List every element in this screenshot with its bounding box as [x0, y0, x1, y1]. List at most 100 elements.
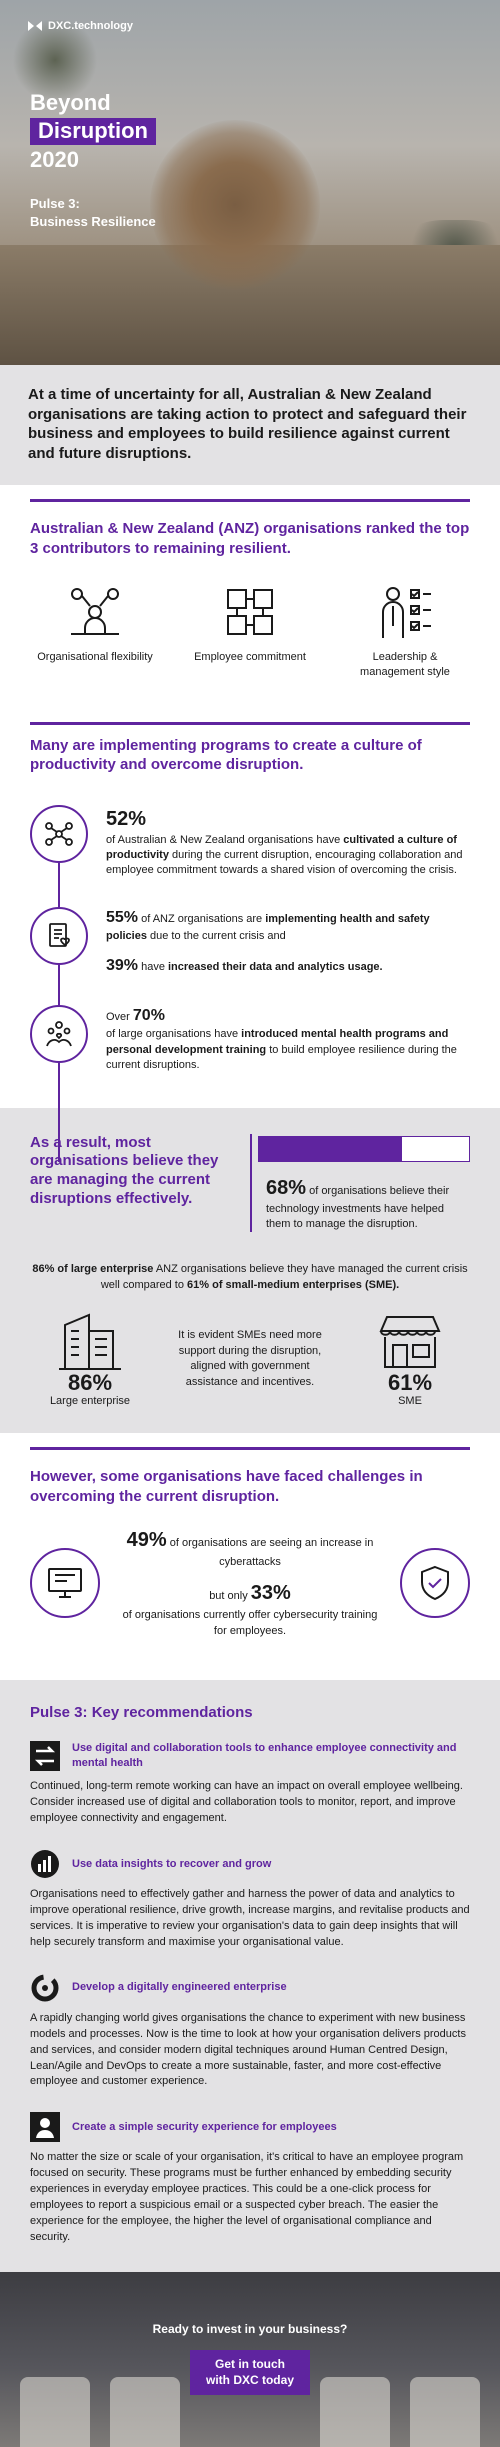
- recommendation-title: Create a simple security experience for …: [72, 2120, 337, 2133]
- contributor-item: Organisational flexibility: [30, 582, 160, 680]
- enterprise-comparison: 86% Large enterprise It is evident SMEs …: [30, 1311, 470, 1407]
- title-year: 2020: [30, 146, 79, 172]
- recommendation-item: Use data insights to recover and grow Or…: [30, 1849, 470, 1951]
- recommendation-item: Use digital and collaboration tools to e…: [30, 1741, 470, 1827]
- stat-text: Over 70% of large organisations have int…: [106, 1005, 470, 1074]
- recommendation-header: Develop a digitally engineered enterpris…: [30, 1973, 470, 2003]
- chair-image: [20, 2377, 90, 2447]
- stat-value: 39%: [106, 956, 139, 974]
- section-title: As a result, most organisations believe …: [30, 1133, 219, 1207]
- stat-text-part: have: [138, 960, 168, 973]
- compare-text: ANZ organisations believe they have mana…: [100, 1263, 468, 1291]
- organisation-icon: [71, 588, 119, 635]
- recommendations-section: Pulse 3: Key recommendations Use digital…: [0, 1680, 500, 2273]
- security-shield-icon: [400, 1548, 470, 1619]
- subtitle-line: Pulse 3:: [30, 196, 80, 211]
- sme-stat: 61% SME: [350, 1311, 470, 1407]
- stat-value: 52%: [106, 807, 147, 830]
- stat-text-part: of Australian & New Zealand organisation…: [106, 833, 344, 846]
- divider: [30, 499, 470, 502]
- stat-text: 52% of Australian & New Zealand organisa…: [106, 805, 470, 879]
- recommendation-body: No matter the size or scale of your orga…: [30, 2151, 464, 2244]
- stat-text-part: during the current disruption, encouragi…: [106, 849, 463, 877]
- comparison-note: It is evident SMEs need more support dur…: [178, 1329, 322, 1388]
- recommendation-item: Create a simple security experience for …: [30, 2112, 470, 2246]
- programs-section: Many are implementing programs to create…: [0, 702, 500, 1162]
- comparison-heading: 86% of large enterprise ANZ organisation…: [30, 1262, 470, 1293]
- team-network-icon: [30, 804, 88, 863]
- cta-label: with DXC today: [205, 2372, 294, 2387]
- title-highlight: Disruption: [30, 118, 156, 145]
- subtitle-line: Business Resilience: [30, 213, 156, 229]
- stat-value: 70%: [132, 1007, 165, 1025]
- tech-investment-progress-bar: [258, 1135, 470, 1162]
- result-section: As a result, most organisations believe …: [0, 1107, 500, 1434]
- stat-label: Large enterprise: [49, 1395, 131, 1408]
- health-policy-icon: [30, 906, 88, 965]
- recommendation-title: Develop a digitally engineered enterpris…: [72, 1981, 287, 1994]
- office-building-icon: [59, 1313, 121, 1371]
- recommendation-header: Create a simple security experience for …: [30, 2112, 470, 2143]
- cta-question: Ready to invest in your business?: [152, 2322, 348, 2337]
- stat-highlight: introduced mental health programs and pe…: [106, 1028, 449, 1056]
- recommendation-header: Use digital and collaboration tools to e…: [30, 1741, 470, 1772]
- title-line: Beyond: [30, 90, 111, 115]
- compare-highlight: 61% of small-medium enterprises (SME).: [187, 1278, 400, 1291]
- recommendation-title: Use digital and collaboration tools to e…: [72, 1742, 457, 1770]
- contributor-label: Organisational flexibility: [37, 651, 153, 663]
- recommendation-body: A rapidly changing world gives organisat…: [30, 2011, 466, 2088]
- contributor-label: Employee commitment: [194, 651, 306, 663]
- chair-image: [410, 2377, 480, 2447]
- tumbleweed-image: [150, 120, 320, 290]
- stat-text-part: due to the current crisis and: [146, 930, 286, 943]
- stat-highlight: cultivated a culture of productivity: [106, 833, 457, 862]
- computer-screen-icon: [30, 1548, 100, 1619]
- stat-value: 55%: [106, 908, 139, 926]
- stat-value: 68%: [266, 1176, 307, 1199]
- stat-text: 55% of ANZ organisations are implementin…: [106, 907, 470, 977]
- logo-text: DXC.technology: [48, 20, 133, 32]
- cta-label: Get in touch: [214, 2357, 285, 2372]
- divider: [30, 1447, 470, 1451]
- collaboration-hands-icon: [227, 589, 273, 635]
- data-chart-icon: [31, 1849, 59, 1878]
- stat-text-part: but only: [209, 1590, 251, 1603]
- section-title: Pulse 3: Key recommendations: [30, 1704, 253, 1722]
- stat-text-part: of large organisations have: [106, 1028, 242, 1041]
- large-enterprise-stat: 86% Large enterprise: [30, 1311, 150, 1407]
- intro-statement: At a time of uncertainty for all, Austra…: [0, 365, 500, 485]
- stat-value: 49%: [126, 1529, 167, 1552]
- stat-label: SME: [398, 1395, 422, 1408]
- user-security-icon: [30, 2112, 60, 2143]
- stat-health-data: 55% of ANZ organisations are implementin…: [30, 906, 470, 977]
- stat-text-part: of organisations are seeing an increase …: [166, 1537, 374, 1569]
- section-title: Many are implementing programs to create…: [30, 736, 422, 774]
- leader-checklist-icon: [382, 587, 431, 638]
- section-title: However, some organisations have faced c…: [30, 1468, 423, 1505]
- stat-value: 33%: [250, 1582, 291, 1605]
- contributors-section: Australian & New Zealand (ANZ) organisat…: [0, 485, 500, 702]
- stat-mental-health: Over 70% of large organisations have int…: [30, 1005, 470, 1074]
- people-care-icon: [30, 1005, 88, 1064]
- section-title: Australian & New Zealand (ANZ) organisat…: [30, 520, 470, 557]
- divider: [30, 721, 470, 725]
- contributor-item: Leadership & management style: [340, 582, 470, 680]
- stat-highlight: increased their data and analytics usage…: [168, 960, 383, 973]
- cyber-stats: 49% of organisations are seeing an incre…: [30, 1526, 470, 1640]
- get-in-touch-button[interactable]: Get in touch with DXC today: [189, 2350, 310, 2396]
- recommendation-body: Organisations need to effectively gather…: [30, 1887, 470, 1948]
- swap-arrows-icon: [30, 1741, 60, 1772]
- challenge-section: However, some organisations have faced c…: [0, 1433, 500, 1680]
- recommendation-body: Continued, long-term remote working can …: [30, 1780, 463, 1825]
- hero-banner: DXC.technology Beyond Disruption 2020 Pu…: [0, 0, 500, 365]
- stat-value: 86%: [67, 1370, 113, 1396]
- shrub-image: [10, 20, 100, 100]
- stat-highlight: implementing health and safety policies: [106, 912, 430, 943]
- contributors-list: Organisational flexibility Employee comm…: [30, 582, 470, 680]
- stat-productivity: 52% of Australian & New Zealand organisa…: [30, 804, 470, 879]
- result-stat: 68% of organisations believe their techn…: [250, 1133, 470, 1233]
- cycle-gear-icon: [31, 1974, 59, 2002]
- stat-text-part: Over: [106, 1011, 133, 1024]
- stat-text: 68% of organisations believe their techn…: [258, 1174, 470, 1233]
- dxc-logo[interactable]: DXC.technology: [28, 20, 133, 32]
